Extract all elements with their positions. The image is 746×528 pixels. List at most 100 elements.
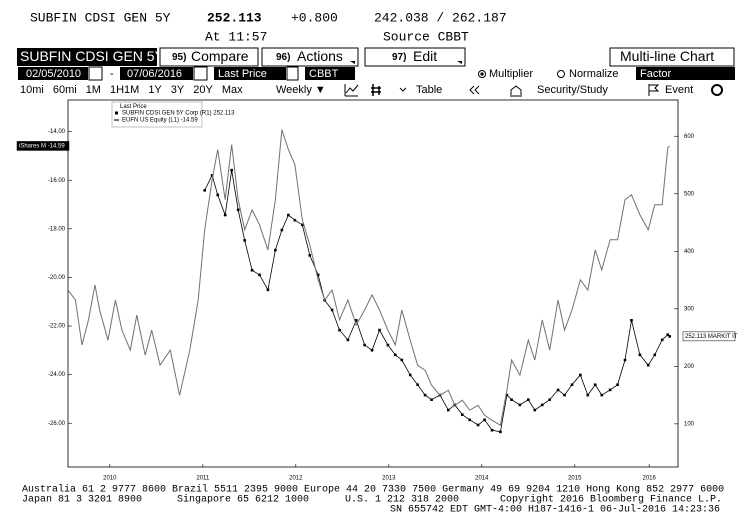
period-option[interactable]: 10mi — [20, 84, 44, 96]
button-label[interactable]: Actions — [297, 48, 343, 64]
radio-normalize[interactable] — [557, 70, 565, 78]
series-marker — [510, 398, 513, 401]
series-marker — [316, 273, 320, 277]
period-option[interactable]: 1Y — [148, 84, 162, 96]
series-marker — [394, 353, 397, 357]
field-box[interactable] — [214, 67, 286, 80]
ticker-box[interactable] — [17, 48, 157, 66]
series-marker — [378, 328, 381, 332]
field-label[interactable]: Last Price — [218, 68, 267, 80]
series-marker — [540, 403, 544, 407]
start-date-box[interactable] — [18, 67, 88, 80]
button-label[interactable]: Edit — [413, 48, 437, 64]
series-marker — [533, 408, 537, 412]
tool-label[interactable]: Security/Study — [537, 84, 608, 96]
button-key[interactable]: 97) — [392, 52, 406, 63]
source-box[interactable] — [305, 67, 355, 80]
frequency[interactable]: Weekly ▼ — [276, 84, 326, 96]
series-marker — [266, 288, 270, 292]
tool-label[interactable]: Table — [416, 84, 442, 96]
period-option[interactable]: 60mi — [53, 84, 77, 96]
button-label[interactable]: Compare — [191, 48, 249, 64]
series-marker — [526, 398, 530, 401]
x-tick-label: 2011 — [196, 476, 210, 482]
series-marker — [346, 338, 350, 342]
series-marker — [666, 333, 670, 336]
series-marker — [548, 398, 551, 401]
period-option[interactable]: 20Y — [193, 84, 213, 96]
button-frame[interactable] — [261, 47, 359, 67]
period-option[interactable]: Max — [222, 84, 243, 96]
series-marker — [258, 273, 261, 277]
button-frame[interactable] — [159, 47, 259, 67]
series-marker — [236, 208, 240, 212]
edit-button[interactable]: 97) Edit — [364, 47, 466, 67]
last-value-label: iShares M -14.59 — [19, 144, 65, 150]
price-source: Source CBBT — [383, 29, 469, 44]
series-marker — [370, 348, 374, 352]
option-label[interactable]: Multiplier — [489, 68, 533, 80]
security-name: SUBFIN CDSI GEN 5Y — [30, 10, 171, 25]
calendar-box[interactable] — [88, 66, 103, 81]
option-label[interactable]: Normalize — [569, 68, 619, 80]
end-date[interactable]: 07/06/2016 — [127, 68, 182, 80]
y-tick-label: -16.00 — [48, 178, 66, 184]
view-label[interactable]: Multi-line Chart — [620, 48, 714, 64]
y-tick-label: -24.00 — [48, 372, 66, 378]
last-value-box — [682, 331, 736, 342]
event-icon[interactable] — [648, 84, 660, 96]
footer-text: Copyright 2016 Bloomberg Finance L.P. — [500, 494, 722, 506]
end-date-box[interactable] — [120, 67, 193, 80]
series-marker — [386, 343, 390, 347]
back-icon[interactable] — [469, 85, 480, 95]
series-marker — [301, 223, 304, 227]
y2-tick-label: 300 — [684, 306, 695, 312]
y-tick-label: -20.00 — [48, 275, 66, 281]
legend: SUBFIN CDSI GEN 5Y Corp (R1) 252.113EUFN… — [114, 111, 235, 124]
series-marker — [354, 319, 358, 322]
y2-tick-label: 600 — [684, 134, 695, 140]
last-price: 252.113 — [207, 10, 262, 25]
calendar-box[interactable] — [193, 66, 208, 81]
factor-label[interactable]: Factor — [640, 68, 672, 80]
y-tick-label: -18.00 — [48, 226, 66, 232]
dropdown-corner — [457, 61, 462, 64]
line-icon[interactable] — [344, 84, 359, 97]
source-label[interactable]: CBBT — [309, 68, 339, 80]
series-marker — [430, 398, 433, 401]
y2-tick-label: 400 — [684, 249, 695, 255]
period-option[interactable]: 1H1M — [110, 84, 139, 96]
period-option[interactable]: 1M — [86, 84, 101, 96]
series-marker — [653, 353, 657, 357]
series-marker — [447, 408, 450, 412]
chevron-icon[interactable] — [399, 87, 407, 92]
candle-icon[interactable] — [371, 84, 381, 96]
button-frame[interactable] — [364, 47, 466, 67]
study-icon[interactable] — [510, 85, 522, 97]
last-value-label: 252.113 MARKIT IT — [685, 334, 738, 340]
series-marker — [483, 418, 486, 422]
period-option[interactable]: 3Y — [171, 84, 185, 96]
x-tick-label: 2014 — [475, 476, 489, 482]
actions-button[interactable]: 96) Actions — [261, 47, 359, 67]
settings-icon[interactable] — [711, 84, 723, 96]
series-marker — [660, 338, 664, 342]
footer-text: U.S. 1 212 318 2000 — [345, 495, 459, 506]
y-tick-label: -14.00 — [48, 129, 66, 135]
x-tick-label: 2016 — [642, 476, 656, 482]
tool-label[interactable]: Event — [665, 84, 693, 96]
start-date[interactable]: 02/05/2010 — [26, 68, 81, 80]
ticker-text[interactable]: SUBFIN CDSI GEN 5Y — [20, 48, 165, 64]
button-key[interactable]: 95) — [172, 52, 186, 63]
factor-box[interactable] — [636, 67, 735, 80]
button-key[interactable]: 96) — [276, 52, 290, 63]
series-marker — [408, 373, 412, 377]
series-marker — [287, 213, 290, 217]
legend-label: SUBFIN CDSI GEN 5Y Corp (R1) 252.113 — [122, 111, 235, 117]
series-marker — [579, 373, 582, 377]
field-dropdown[interactable] — [286, 66, 299, 81]
compare-button[interactable]: 95) Compare — [159, 47, 259, 67]
last-value-box — [16, 141, 70, 151]
view-box[interactable] — [609, 47, 735, 67]
